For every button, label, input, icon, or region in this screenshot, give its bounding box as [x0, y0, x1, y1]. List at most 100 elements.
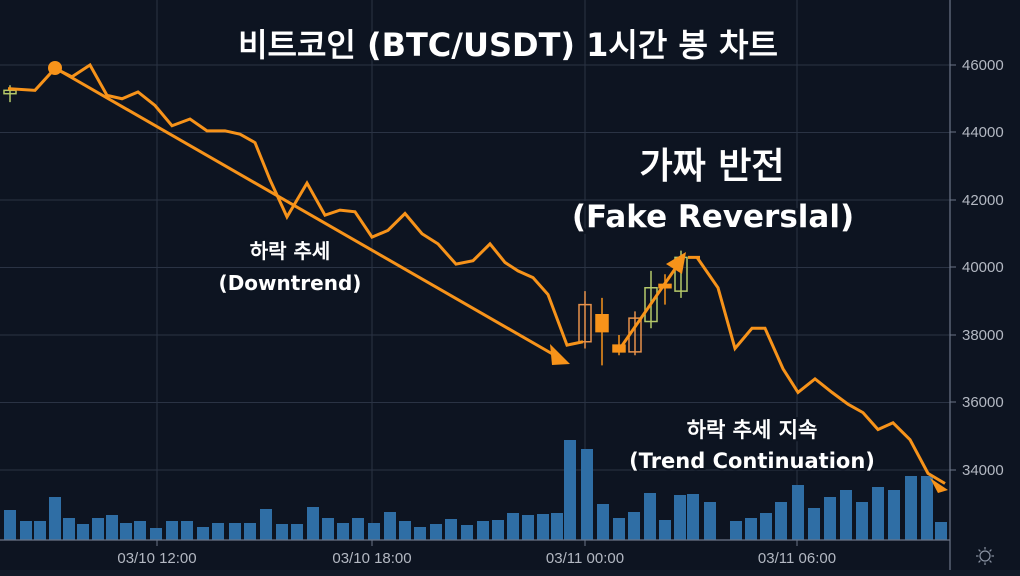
price-lines — [7, 62, 946, 485]
annotation-downtrend-en: (Downtrend) — [219, 271, 362, 295]
volume-bar — [4, 510, 16, 540]
trend-arrows — [48, 61, 948, 493]
volume-bar — [134, 521, 146, 540]
annotation-downtrend: 하락 추세 (Downtrend) — [217, 237, 364, 297]
y-tick-label: 42000 — [962, 192, 1004, 209]
candle-body — [3, 89, 17, 95]
volume-bar — [430, 524, 442, 540]
volume-bar — [613, 518, 625, 540]
volume-bar — [551, 513, 563, 540]
volume-bar — [92, 518, 104, 540]
downtrend-arrow-head — [550, 344, 570, 365]
volume-bar — [564, 440, 576, 540]
volume-bar — [808, 508, 820, 540]
volume-bar — [840, 490, 852, 540]
volume-bar — [197, 527, 209, 540]
volume-bar — [477, 521, 489, 540]
volume-bar — [276, 524, 288, 540]
volume-bar — [399, 521, 411, 540]
peak-marker — [48, 61, 62, 75]
volume-bar — [77, 524, 89, 540]
volume-bar — [461, 525, 473, 540]
bottom-strip — [0, 570, 1020, 576]
x-tick-label: 03/10 12:00 — [117, 550, 196, 567]
annotation-fake-reversal: 가짜 반전 (Fake Reverslal) — [569, 144, 856, 238]
volume-bar — [760, 513, 772, 540]
chart-title: 비트코인 (BTC/USDT) 1시간 봉 차트 — [238, 26, 778, 64]
volume-bar — [730, 521, 742, 540]
volume-bar — [597, 504, 609, 540]
volume-bar — [20, 521, 32, 540]
volume-bar — [34, 521, 46, 540]
volume-bar — [888, 490, 900, 540]
volume-bar — [522, 515, 534, 540]
volume-bar — [581, 449, 593, 540]
annotation-continuation: 하락 추세 지속 (Trend Continuation) — [627, 416, 877, 475]
annotation-downtrend-ko: 하락 추세 — [250, 239, 331, 263]
y-axis: 46000 44000 42000 40000 38000 36000 3400… — [950, 57, 1004, 479]
volume-bar — [856, 502, 868, 540]
annotation-continuation-ko: 하락 추세 지속 — [687, 418, 818, 442]
volume-bar — [63, 518, 75, 540]
volume-bar — [120, 523, 132, 540]
y-tick-label: 44000 — [962, 124, 1004, 141]
volume-bar — [775, 502, 787, 540]
volume-bar — [872, 487, 884, 540]
volume-bar — [905, 476, 917, 540]
fake-reversal-arrow-line — [617, 265, 679, 351]
price-line — [7, 62, 584, 347]
volume-bar — [212, 523, 224, 540]
volume-bar — [106, 515, 118, 540]
volume-bar — [935, 522, 947, 540]
volume-bar — [628, 512, 640, 540]
volume-bar — [291, 524, 303, 540]
x-tick-label: 03/11 06:00 — [758, 550, 836, 567]
annotation-continuation-en: (Trend Continuation) — [629, 449, 875, 473]
volume-bar — [337, 523, 349, 540]
candle-body — [595, 314, 609, 333]
volume-bar — [260, 509, 272, 540]
volume-bar — [229, 523, 241, 540]
y-tick-label: 36000 — [962, 394, 1004, 411]
sun-gear-icon[interactable] — [976, 547, 994, 565]
volume-bar — [659, 520, 671, 540]
volume-bar — [181, 521, 193, 540]
continuation-arrow-head — [930, 478, 948, 493]
x-tick-label: 03/10 18:00 — [332, 550, 411, 567]
volume-bar — [414, 527, 426, 540]
volume-bar — [384, 512, 396, 540]
volume-bar — [307, 507, 319, 540]
volume-bar — [244, 523, 256, 540]
price-line — [695, 256, 946, 485]
annotation-fake-reversal-ko: 가짜 반전 — [639, 146, 784, 187]
volume-bar — [352, 518, 364, 540]
volume-bar — [445, 519, 457, 540]
volume-bar — [745, 518, 757, 540]
x-axis: 03/10 12:00 03/10 18:00 03/11 00:00 03/1… — [117, 540, 836, 567]
volume-bar — [368, 523, 380, 540]
annotation-fake-reversal-en: (Fake Reverslal) — [572, 199, 854, 235]
candle-body — [644, 287, 658, 323]
volume-bar — [674, 495, 686, 540]
volume-bar — [824, 497, 836, 540]
volume-bar — [150, 528, 162, 540]
y-tick-label: 40000 — [962, 259, 1004, 276]
volume-bar — [492, 520, 504, 540]
volume-bar — [166, 521, 178, 540]
fake-reversal-arrow-head — [666, 252, 686, 274]
volume-bar — [921, 476, 933, 540]
x-tick-label: 03/11 00:00 — [546, 550, 624, 567]
y-tick-label: 46000 — [962, 57, 1004, 74]
downtrend-arrow-line — [54, 66, 557, 358]
candle-body — [578, 303, 592, 343]
volume-bar — [537, 514, 549, 540]
volume-bars — [4, 440, 947, 540]
volume-bar — [792, 485, 804, 540]
volume-bar — [507, 513, 519, 540]
volume-bar — [687, 494, 699, 540]
volume-bar — [644, 493, 656, 540]
volume-bar — [704, 502, 716, 540]
y-tick-label: 34000 — [962, 462, 1004, 479]
